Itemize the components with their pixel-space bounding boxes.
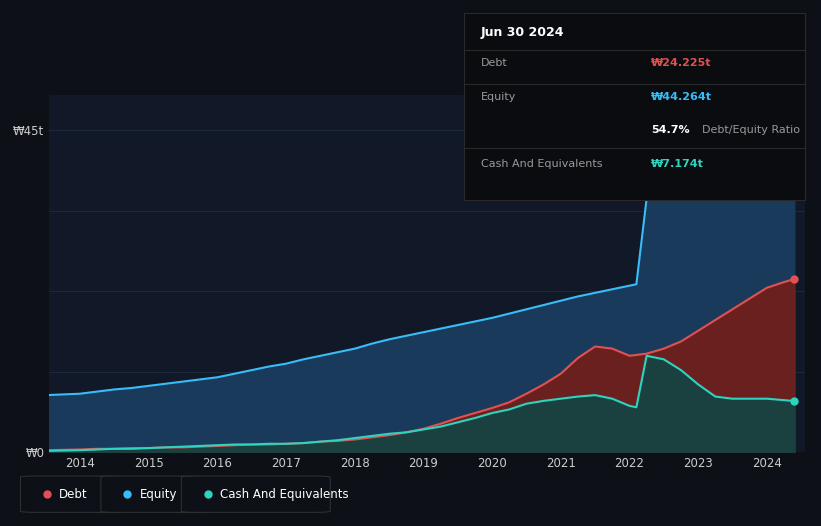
Point (787, 397, 800, 405)
Text: Debt/Equity Ratio: Debt/Equity Ratio (702, 125, 800, 135)
Text: ₩7.174t: ₩7.174t (651, 159, 704, 169)
Text: ₩44.264t: ₩44.264t (651, 92, 713, 102)
Text: Equity: Equity (481, 92, 516, 102)
Text: Cash And Equivalents: Cash And Equivalents (220, 488, 349, 501)
Text: Cash And Equivalents: Cash And Equivalents (481, 159, 603, 169)
Text: ₩24.225t: ₩24.225t (651, 58, 712, 68)
Point (787, 132, 800, 140)
Text: Debt: Debt (481, 58, 507, 68)
Text: Debt: Debt (59, 488, 88, 501)
Text: 54.7%: 54.7% (651, 125, 690, 135)
FancyBboxPatch shape (21, 476, 121, 512)
Text: Equity: Equity (140, 488, 177, 501)
Text: Jun 30 2024: Jun 30 2024 (481, 26, 564, 39)
FancyBboxPatch shape (181, 476, 330, 512)
FancyBboxPatch shape (101, 476, 201, 512)
Point (787, 275, 800, 284)
